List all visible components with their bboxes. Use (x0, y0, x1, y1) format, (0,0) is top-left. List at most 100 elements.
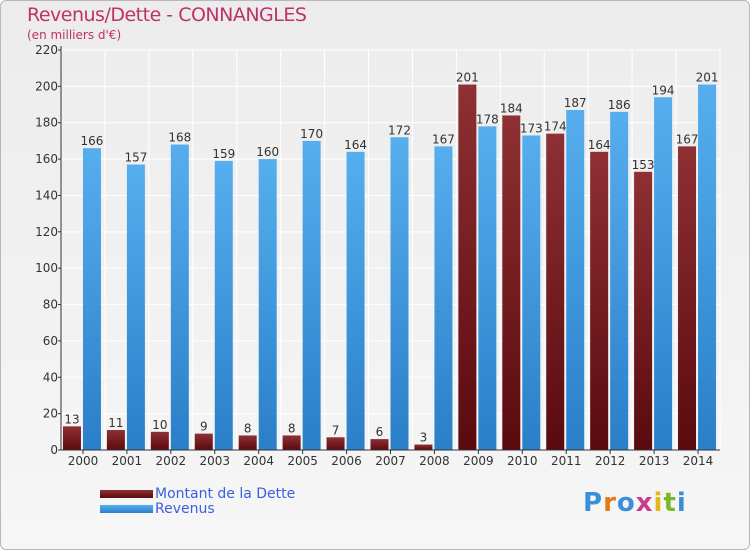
x-tick-label: 2004 (243, 454, 274, 468)
data-label-revenus: 168 (168, 131, 191, 145)
data-label-debt: 167 (676, 132, 699, 146)
bar-revenus (126, 164, 145, 450)
x-tick-label: 2009 (463, 454, 494, 468)
bar-revenus (82, 148, 101, 450)
y-tick-label: 40 (43, 370, 58, 384)
x-tick-label: 2012 (595, 454, 626, 468)
y-tick-label: 20 (43, 407, 58, 421)
logo-letter: t (663, 488, 677, 518)
data-label-revenus: 160 (256, 145, 279, 159)
data-label-revenus: 172 (388, 123, 411, 137)
bar-debt (546, 133, 565, 451)
bar-revenus (258, 159, 277, 450)
x-tick-label: 2014 (683, 454, 714, 468)
bar-debt (150, 431, 169, 450)
bar-debt (634, 171, 653, 450)
bar-revenus (478, 126, 497, 450)
chart-title: Revenus/Dette - CONNANGLES (27, 4, 307, 26)
data-label-debt: 13 (64, 412, 79, 426)
legend-label-debt: Montant de la Dette (155, 486, 296, 502)
bar-revenus (566, 110, 585, 450)
data-label-revenus: 159 (212, 147, 235, 161)
bar-revenus (302, 140, 321, 450)
data-label-debt: 8 (288, 421, 296, 435)
logo-letter: x (635, 488, 654, 518)
y-tick-label: 80 (43, 298, 58, 312)
data-label-debt: 174 (544, 120, 567, 134)
data-label-debt: 153 (632, 158, 655, 172)
data-label-revenus: 170 (300, 127, 323, 141)
logo-letter: i (676, 488, 687, 518)
logo-letter: P (583, 488, 604, 518)
x-tick-label: 2005 (287, 454, 318, 468)
bar-revenus (170, 144, 189, 450)
x-tick-label: 2003 (199, 454, 230, 468)
x-tick-label: 2010 (507, 454, 538, 468)
bar-revenus (390, 137, 409, 451)
bar-debt (414, 444, 433, 450)
bar-revenus (610, 111, 629, 451)
data-label-revenus: 201 (696, 71, 719, 85)
bar-debt (238, 435, 257, 450)
data-label-debt: 3 (420, 431, 428, 445)
data-label-debt: 11 (108, 416, 123, 430)
y-tick-label: 100 (35, 261, 58, 275)
bar-revenus (698, 84, 717, 450)
bar-debt (326, 437, 345, 450)
logo-letter: o (616, 488, 636, 518)
data-label-revenus: 173 (520, 121, 543, 135)
bar-debt (370, 439, 389, 450)
y-tick-label: 160 (35, 152, 58, 166)
x-tick-label: 2000 (68, 454, 99, 468)
bar-debt (678, 146, 697, 450)
data-label-revenus: 186 (608, 98, 631, 112)
bar-revenus (522, 135, 541, 451)
bar-debt (282, 435, 301, 450)
legend-label-revenus: Revenus (155, 501, 215, 517)
data-label-revenus: 194 (652, 83, 675, 97)
y-tick-label: 220 (35, 43, 58, 57)
data-label-revenus: 167 (432, 132, 455, 146)
bar-debt (502, 115, 521, 451)
data-label-revenus: 166 (81, 134, 104, 148)
bar-debt (590, 151, 609, 450)
x-tick-label: 2006 (331, 454, 362, 468)
logo-letter: i (653, 488, 664, 518)
legend-swatch-revenus (100, 505, 153, 513)
data-label-revenus: 164 (344, 138, 367, 152)
chart-subtitle: (en milliers d'€) (27, 28, 122, 42)
bar-debt (194, 433, 213, 450)
y-tick-label: 180 (35, 116, 58, 130)
data-label-debt: 164 (588, 138, 611, 152)
x-tick-label: 2002 (156, 454, 187, 468)
legend-swatch-debt (100, 490, 153, 498)
y-tick-label: 140 (35, 188, 58, 202)
bar-revenus (654, 97, 673, 450)
x-tick-label: 2013 (639, 454, 670, 468)
data-label-debt: 8 (244, 421, 252, 435)
y-tick-label: 120 (35, 225, 58, 239)
x-tick-label: 2007 (375, 454, 406, 468)
data-label-debt: 10 (152, 418, 167, 432)
logo-letter: r (603, 488, 617, 518)
proxiti-logo: Proxiti (583, 488, 687, 518)
data-label-debt: 201 (456, 71, 479, 85)
data-label-revenus: 187 (564, 96, 587, 110)
bar-debt (106, 430, 125, 450)
bar-debt (62, 426, 81, 450)
y-tick-label: 0 (50, 443, 58, 457)
bar-revenus (434, 146, 453, 450)
x-tick-label: 2001 (112, 454, 143, 468)
data-label-debt: 184 (500, 101, 523, 115)
x-tick-label: 2008 (419, 454, 450, 468)
x-tick-label: 2011 (551, 454, 582, 468)
data-label-revenus: 157 (124, 151, 147, 165)
y-tick-label: 200 (35, 79, 58, 93)
data-label-revenus: 178 (476, 112, 499, 126)
data-label-debt: 6 (376, 425, 384, 439)
data-label-debt: 9 (200, 420, 208, 434)
y-tick-label: 60 (43, 334, 58, 348)
bar-revenus (346, 151, 365, 450)
bar-revenus (214, 160, 233, 450)
